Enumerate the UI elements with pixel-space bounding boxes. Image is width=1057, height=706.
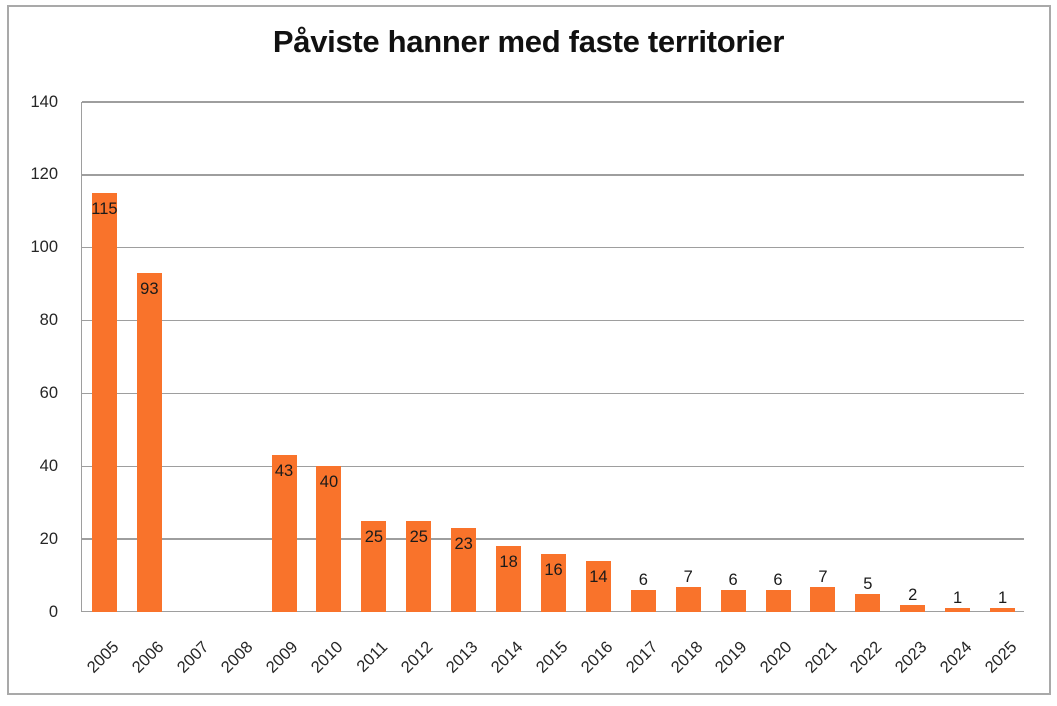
y-tick-label: 120 [30, 165, 58, 184]
gridline [82, 319, 1024, 322]
bar-value-label: 7 [683, 567, 693, 586]
bar [91, 193, 117, 612]
chart-frame [7, 5, 1051, 695]
bar [136, 273, 162, 612]
bar-value-label: 6 [773, 571, 783, 590]
bar [765, 590, 791, 612]
gridline [82, 392, 1024, 395]
bar [406, 520, 432, 612]
gridline [82, 174, 1024, 176]
plot-area: 115 93 43 40 25 25 23 18 16 14 6 7 6 6 7 5 2 1 1 2005 2006 20… [81, 101, 1024, 677]
bar-value-label: 1 [997, 589, 1008, 608]
bar-value-label: 16 [544, 560, 563, 579]
bar [271, 455, 297, 612]
bar [900, 604, 926, 612]
bar-value-label: 18 [499, 553, 518, 572]
bar [810, 586, 836, 612]
bar [630, 590, 656, 612]
bar [945, 608, 971, 612]
bar [451, 528, 477, 612]
bar [720, 590, 746, 612]
bar-value-label: 14 [589, 568, 608, 586]
bar-value-label: 40 [319, 473, 339, 492]
y-tick-label: 40 [39, 456, 58, 475]
gridline [82, 101, 1024, 103]
chart-title: Påviste hanner med faste territorier [272, 24, 785, 59]
y-tick-label: 20 [39, 529, 58, 548]
y-tick-label: 100 [30, 238, 58, 257]
bar-value-label: 25 [364, 527, 384, 546]
bar-value-label: 25 [409, 527, 428, 546]
bar [541, 553, 566, 612]
y-tick-label: 80 [39, 311, 58, 330]
bar-value-label: 23 [454, 535, 473, 554]
gridline [82, 538, 1024, 540]
bar [990, 608, 1016, 612]
bar [675, 586, 701, 612]
bar [316, 466, 342, 612]
bar [855, 593, 881, 612]
y-tick-label: 140 [30, 92, 58, 111]
bar-value-label: 115 [91, 200, 118, 219]
bar [496, 546, 522, 612]
y-tick-label: 60 [39, 383, 58, 402]
bar [585, 561, 611, 612]
bar-value-label: 93 [140, 280, 159, 299]
bar-value-label: 5 [863, 574, 873, 593]
bar [361, 520, 387, 612]
bar-value-label: 2 [908, 585, 918, 604]
bar-value-label: 43 [274, 462, 294, 481]
y-tick-label: 0 [48, 602, 58, 621]
gridline [82, 246, 1024, 249]
gridline [82, 465, 1024, 468]
y-axis: 0 20 40 60 80 100 120 140 [14, 0, 58, 706]
bar-value-label: 6 [638, 571, 648, 590]
bar-value-label: 6 [728, 571, 738, 590]
bar-value-label: 7 [818, 567, 828, 586]
bar-value-label: 1 [953, 589, 963, 608]
